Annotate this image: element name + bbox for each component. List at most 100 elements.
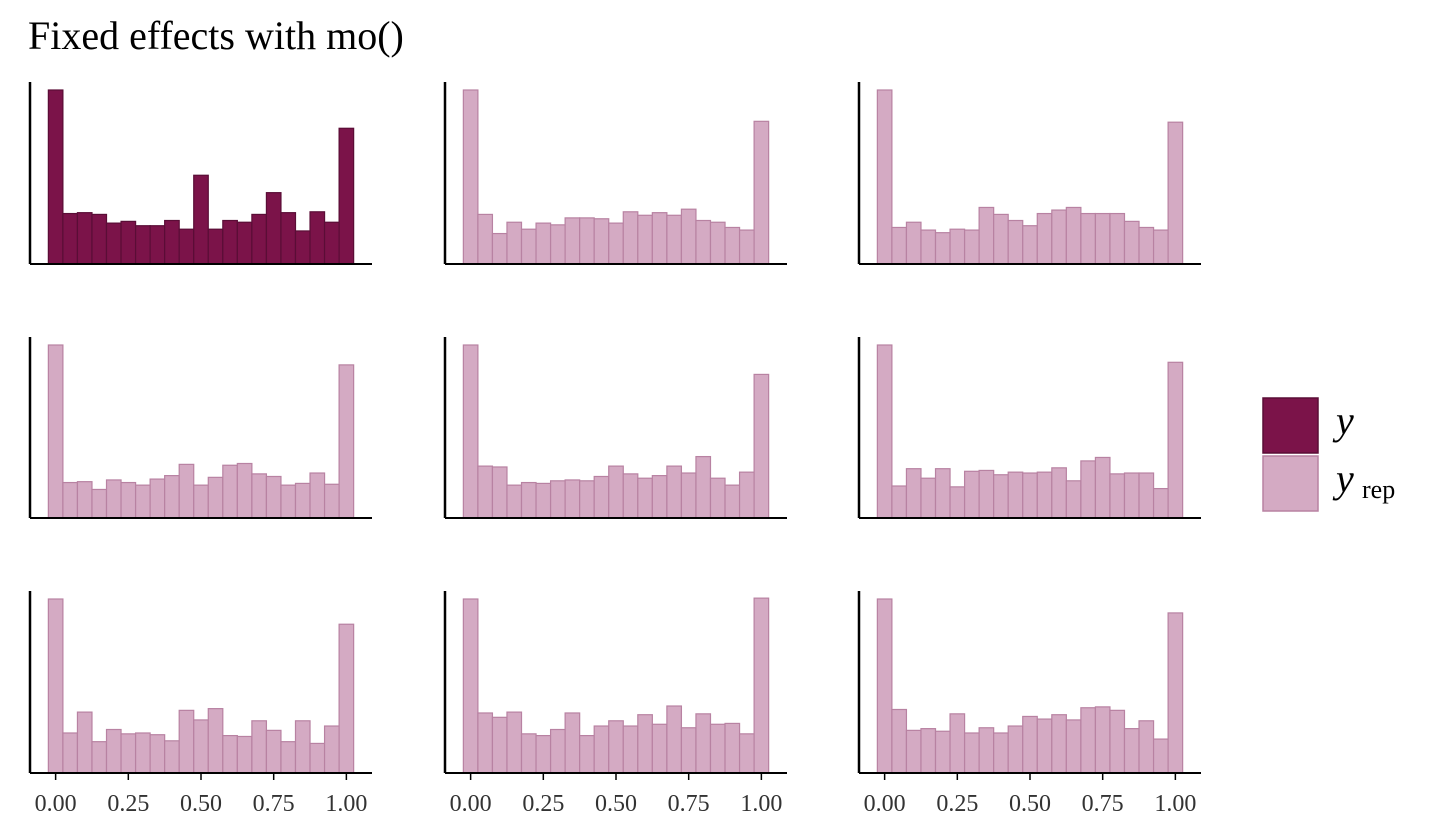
histogram-bar: [637, 714, 653, 774]
histogram-bar: [963, 732, 980, 774]
histogram-bar: [920, 477, 937, 519]
histogram-bar: [338, 623, 355, 774]
histogram-bar: [193, 174, 209, 265]
histogram-bar: [164, 475, 180, 519]
x-tick-label: 1.00: [1154, 791, 1196, 817]
histogram-bar: [1051, 714, 1067, 774]
histogram-bar: [738, 733, 755, 774]
histogram-bar: [178, 228, 195, 265]
histogram-bar: [1152, 229, 1169, 265]
histogram-bar: [207, 708, 224, 774]
histogram-bar: [1094, 706, 1111, 774]
histogram-bar: [549, 224, 566, 265]
histogram-bar: [891, 708, 908, 774]
histogram-bar: [222, 734, 238, 774]
histogram-bar: [949, 713, 966, 774]
histogram-bar: [1152, 487, 1169, 519]
histogram-bar: [680, 208, 697, 265]
legend: yy rep: [1262, 397, 1395, 512]
histogram-bar: [1094, 212, 1111, 265]
histogram-bar: [666, 214, 683, 265]
histogram-bar: [608, 720, 624, 774]
histogram-bar: [323, 221, 340, 265]
x-tick-label: 0.75: [253, 791, 295, 817]
histogram-bar: [535, 482, 552, 519]
x-tick-label: 1.00: [325, 791, 367, 817]
histogram-bar: [579, 734, 595, 774]
histogram-bar: [338, 364, 355, 519]
panel-6: [857, 337, 1201, 519]
chart-title: Fixed effects with mo(): [28, 13, 404, 58]
histogram-bar: [120, 220, 137, 265]
histogram-bar: [920, 229, 937, 265]
histogram-bar: [236, 221, 253, 265]
histogram-bar: [738, 229, 755, 265]
histogram-bar: [695, 219, 712, 265]
histogram-bar: [491, 232, 508, 265]
histogram-bar: [294, 230, 311, 265]
histogram-bar: [91, 741, 108, 774]
histogram-bar: [564, 217, 581, 265]
histogram-bar: [564, 712, 581, 774]
panel-3: [857, 82, 1201, 265]
histogram-bar: [709, 723, 726, 774]
histogram-bar: [593, 218, 610, 265]
histogram-bar: [905, 221, 922, 265]
x-tick-label: 0.25: [936, 791, 978, 817]
histogram-bar: [1022, 472, 1038, 519]
x-tick-label: 0.00: [35, 791, 77, 817]
histogram-bar: [891, 485, 908, 519]
histogram-bar: [164, 740, 180, 774]
histogram-bar: [593, 725, 610, 774]
histogram-bar: [1138, 720, 1155, 774]
histogram-bar: [1123, 728, 1140, 774]
histogram-bar: [207, 476, 224, 519]
histogram-bar: [1080, 460, 1097, 519]
histogram-bar: [1167, 612, 1184, 774]
histogram-bar: [178, 709, 195, 774]
histogram-bar: [535, 734, 552, 774]
histogram-bar: [1123, 472, 1140, 519]
histogram-bar: [506, 221, 523, 265]
histogram-bar: [62, 212, 79, 265]
histogram-bar: [105, 728, 122, 774]
histogram-bar: [520, 228, 537, 265]
histogram-bar: [549, 728, 566, 774]
histogram-bar: [934, 232, 951, 265]
histogram-bar: [1138, 226, 1155, 265]
histogram-bar: [47, 344, 64, 519]
histogram-bar: [120, 733, 137, 774]
histogram-bar: [265, 192, 282, 265]
histogram-bar: [695, 455, 712, 519]
histogram-bar: [520, 733, 537, 774]
legend-swatch-y: [1262, 397, 1319, 454]
histogram-bar: [193, 484, 209, 519]
x-tick-label: 0.00: [864, 791, 906, 817]
histogram-bar: [579, 217, 595, 265]
histogram-bar: [323, 483, 340, 519]
histogram-bar: [934, 730, 951, 774]
histogram-bar: [1109, 709, 1126, 774]
histogram-bar: [251, 473, 268, 519]
histogram-bar: [477, 465, 494, 519]
histogram-bar: [1022, 225, 1038, 265]
histogram-bar: [1167, 361, 1184, 519]
legend-label-yrep: y: [1332, 456, 1354, 501]
histogram-bar: [535, 222, 552, 265]
histogram-bar: [280, 212, 297, 265]
histogram-bar: [549, 480, 566, 519]
histogram-bar: [1036, 212, 1053, 265]
histogram-bar: [134, 225, 151, 265]
histogram-bar: [280, 741, 297, 774]
histogram-bar: [593, 475, 610, 519]
legend-subscript-yrep: rep: [1362, 475, 1395, 504]
histogram-bar: [1051, 209, 1067, 265]
histogram-bar: [236, 462, 253, 519]
histogram-bar: [309, 742, 326, 774]
histogram-bar: [724, 226, 741, 265]
histogram-bar: [1065, 719, 1082, 774]
histogram-bar: [105, 479, 122, 519]
histogram-bar: [134, 732, 151, 774]
histogram-bar: [47, 598, 64, 774]
histogram-bar: [323, 725, 340, 774]
